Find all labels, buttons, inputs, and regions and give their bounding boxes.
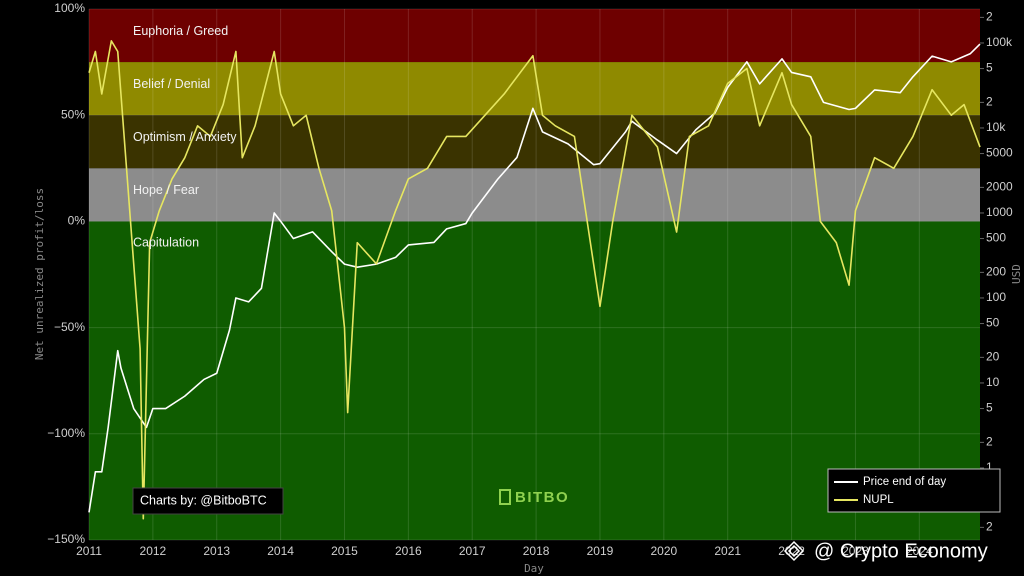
- lines: [88, 40, 981, 520]
- x-axis-title: Day: [524, 562, 544, 575]
- y2-tick-label: 500: [986, 231, 1006, 245]
- x-tick-label: 2012: [140, 544, 167, 558]
- zone-label: Optimism / Anxiety: [133, 130, 237, 144]
- y2-tick-label: 2: [986, 10, 993, 24]
- y2-tick-label: 1000: [986, 205, 1013, 219]
- zones: [89, 9, 980, 540]
- y-axis-title: Net unrealized profit/loss: [33, 188, 46, 360]
- zone-label: Hope / Fear: [133, 183, 199, 197]
- x-tick-label: 2011: [76, 544, 102, 558]
- y2-axis-title: USD: [1010, 264, 1023, 284]
- legend-label: Price end of day: [863, 476, 946, 488]
- x-tick-label: 2014: [267, 544, 294, 558]
- x-tick-label: 2023: [842, 544, 869, 558]
- x-tick-label: 2013: [203, 544, 230, 558]
- overlay-watermark: @ Crypto Economy: [814, 540, 988, 562]
- zone-label: Euphoria / Greed: [133, 24, 228, 38]
- y-tick-label: −50%: [54, 320, 85, 334]
- y-tick-label: 100%: [54, 1, 85, 15]
- y2-tick-label: 5: [986, 401, 993, 415]
- credit-box: [132, 487, 284, 515]
- y-tick-label: 50%: [61, 107, 85, 121]
- legend-box: [827, 468, 1001, 513]
- x-tick-label: 2018: [523, 544, 550, 558]
- zone: [89, 9, 980, 63]
- y-tick-label: −150%: [47, 532, 85, 546]
- y2-tick-label: 5: [986, 61, 993, 75]
- zone-label: Capitulation: [133, 236, 199, 250]
- y2-tick-label: 100k: [986, 35, 1013, 49]
- y-tick-label: −100%: [47, 426, 85, 440]
- x-tick-label: 2017: [459, 544, 486, 558]
- series-line: [88, 40, 981, 520]
- y2-tick-label: 1: [986, 460, 993, 474]
- y2-tick-label: 50: [986, 316, 1000, 330]
- y2-tick-label: 20: [986, 350, 1000, 364]
- zone-label: Belief / Denial: [133, 77, 210, 91]
- y-tick-label: 0%: [68, 214, 86, 228]
- y2-tick-label: 100: [986, 290, 1006, 304]
- y2-tick-label: 10: [986, 375, 1000, 389]
- y2-tick-label: 5000: [986, 146, 1013, 160]
- y2-tick-label: 200: [986, 265, 1006, 279]
- series-line: [88, 43, 981, 513]
- x-tick-label: 2021: [714, 544, 741, 558]
- y2-tick-label: 2: [986, 520, 993, 534]
- y2-tick-label: 2: [986, 435, 993, 449]
- labels: Euphoria / Greed Belief / Denial Optimism …: [47, 1, 1013, 558]
- x-tick-label: 2015: [331, 544, 358, 558]
- legend: Price end of day NUPL: [827, 468, 1001, 513]
- watermark: BITBO: [515, 489, 569, 506]
- x-tick-label: 2020: [650, 544, 677, 558]
- x-tick-label: 2024: [906, 544, 933, 558]
- watermark-icon: [499, 489, 511, 505]
- grid: [88, 8, 980, 541]
- y2-tick-label: 2: [986, 95, 993, 109]
- overlay-icon: [783, 540, 805, 562]
- zone: [89, 115, 980, 169]
- y2-tick-label: 10k: [986, 120, 1006, 134]
- x-tick-label: 2022: [778, 544, 805, 558]
- legend-label: NUPL: [863, 494, 894, 506]
- x-tick-label: 2019: [587, 544, 614, 558]
- zone: [89, 168, 980, 222]
- x-tick-label: 2016: [395, 544, 422, 558]
- y2-tick-label: 2000: [986, 180, 1013, 194]
- credit: Charts by: @BitboBTC: [140, 493, 267, 507]
